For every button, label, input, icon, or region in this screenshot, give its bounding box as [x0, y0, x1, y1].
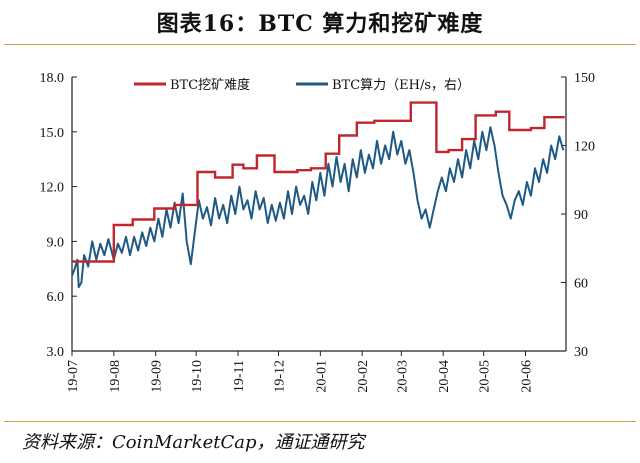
right-tick-label: 90	[574, 208, 588, 223]
x-tick-label: 19-12	[273, 360, 288, 393]
chart-series	[71, 101, 565, 289]
x-tick-label: 20-02	[356, 360, 371, 393]
right-tick-label: 150	[574, 71, 595, 86]
x-tick-label: 20-05	[478, 360, 493, 393]
x-tick-label: 20-06	[520, 360, 535, 393]
left-tick-label: 3.0	[47, 345, 65, 360]
left-tick-label: 18.0	[40, 71, 65, 86]
page-title: 图表16：BTC 算力和挖矿难度	[156, 11, 484, 37]
title-rule	[4, 44, 636, 45]
legend-label-difficulty: BTC挖矿难度	[170, 77, 250, 93]
hashrate-line	[71, 126, 565, 289]
left-tick-label: 15.0	[40, 126, 65, 141]
x-tick-label: 19-09	[150, 360, 165, 393]
x-tick-label: 19-11	[232, 360, 247, 392]
difficulty-line	[72, 101, 565, 263]
x-tick-label: 20-03	[395, 360, 410, 393]
source-rule	[4, 421, 636, 422]
right-tick-label: 120	[574, 140, 595, 155]
chart-axes: 18.0 15.0 12.0 9.0 6.0 3.0 150 120 90 60 30 19-07 19…	[40, 71, 596, 393]
x-tick-label: 20-04	[437, 360, 452, 393]
chart-legend: BTC挖矿难度 BTC算力（EH/s，右）	[134, 77, 470, 93]
x-tick-label: 19-08	[108, 360, 123, 393]
left-tick-label: 9.0	[47, 235, 65, 250]
left-tick-label: 6.0	[47, 290, 65, 305]
x-tick-label: 19-10	[190, 360, 205, 393]
x-tick-label: 19-07	[66, 360, 81, 393]
right-tick-label: 30	[574, 345, 588, 360]
right-tick-label: 60	[574, 277, 588, 292]
left-tick-label: 12.0	[40, 181, 65, 196]
source-note: 资料来源：CoinMarketCap，通证通研究	[22, 432, 365, 453]
x-tick-label: 20-01	[314, 360, 329, 393]
legend-label-hashrate: BTC算力（EH/s，右）	[332, 78, 470, 93]
